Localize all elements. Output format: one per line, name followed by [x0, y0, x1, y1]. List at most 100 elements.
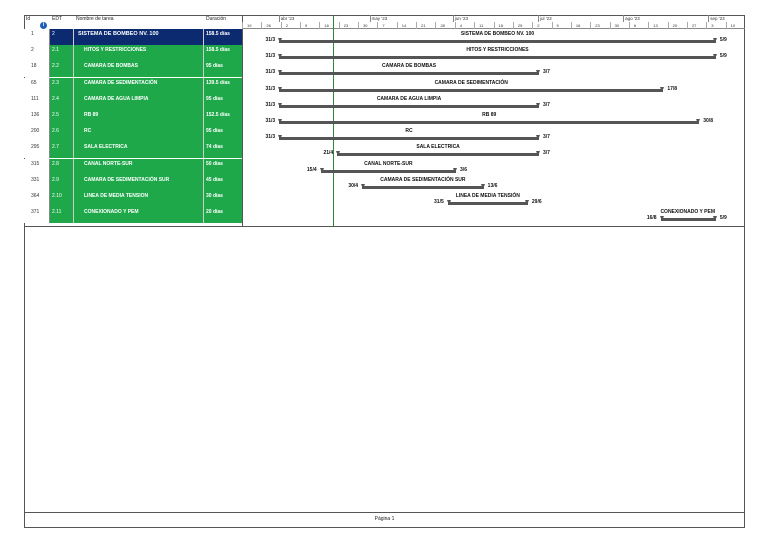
table-row[interactable]: 111 2.4 CAMARA DE AGUA LIMPIA 95 días [24, 93, 242, 110]
task-edt: 2.3 [50, 77, 74, 94]
day-tick [261, 22, 263, 29]
start-date-label: 31/3 [265, 85, 276, 92]
day-label: 23 [343, 23, 349, 28]
day-tick [532, 22, 534, 29]
month-tick [708, 15, 710, 22]
month-label: jul '23 [539, 16, 552, 21]
task-edt: 2.9 [50, 174, 74, 191]
table-row[interactable]: 331 2.9 CAMARA DE SEDIMENTACIÓN SUR 45 días [24, 174, 242, 191]
task-duration: 158.5 días [204, 29, 242, 45]
end-date-label: 13/6 [487, 182, 498, 189]
table-row[interactable]: 65 2.3 CAMARA DE SEDIMENTACIÓN 139.5 días [24, 77, 242, 94]
day-label: 3 [711, 23, 714, 28]
column-header-edt[interactable]: EDT [52, 16, 62, 22]
task-duration: 139.5 días [204, 77, 242, 94]
summary-bar[interactable] [278, 119, 701, 124]
start-date-label: 15/4 [306, 166, 317, 173]
table-row[interactable]: 364 2.10 LINEA DE MEDIA TENSION 30 días [24, 191, 242, 207]
day-label: 30 [614, 23, 620, 28]
table-row[interactable]: 315 2.8 CANAL NORTE-SUR 50 días [24, 158, 242, 175]
summary-bar[interactable] [278, 102, 540, 108]
month-label: abr '23 [280, 16, 295, 21]
gantt-chart: SISTEMA DE BOMBEO NV. 100 31/3 5/9 HITOS Y … [242, 15, 745, 226]
task-name: CAMARA DE BOMBAS [74, 61, 204, 78]
bar-label: RB 89 [482, 112, 497, 118]
table-divider [242, 15, 243, 226]
task-name: CONEXIONADO Y PEM [74, 207, 204, 224]
end-date-label: 17/8 [667, 85, 678, 92]
task-id: 371 [24, 207, 50, 224]
end-date-label: 5/9 [719, 215, 727, 222]
table-row[interactable]: 2 2.1 HITOS Y RESTRICCIONES 158.5 días [24, 45, 242, 62]
status-date-line [333, 15, 334, 226]
day-label: 27 [691, 23, 697, 28]
info-icon: i [40, 22, 47, 29]
task-duration: 152.5 días [204, 110, 242, 126]
table-row[interactable]: 295 2.7 SALA ELECTRICA 74 días [24, 142, 242, 159]
task-id: 200 [24, 126, 50, 143]
month-label: ago '23 [625, 16, 640, 21]
bar-label: SISTEMA DE BOMBEO NV. 100 [460, 31, 535, 37]
task-duration: 50 días [204, 158, 242, 175]
bar-label: LINEA DE MEDIA TENSIÓN [455, 193, 520, 199]
day-tick [396, 22, 398, 29]
day-tick [435, 22, 437, 29]
summary-bar[interactable] [278, 38, 717, 43]
day-label: 16 [575, 23, 581, 28]
day-tick [628, 22, 630, 29]
day-label: 21 [421, 23, 426, 28]
task-edt: 2.6 [50, 126, 74, 143]
start-date-label: 31/3 [265, 118, 276, 124]
task-name: LINEA DE MEDIA TENSION [74, 191, 204, 207]
summary-bar[interactable] [446, 200, 530, 205]
column-header-duration[interactable]: Duración [206, 16, 227, 22]
task-edt: 2.2 [50, 61, 74, 78]
summary-bar[interactable] [659, 216, 718, 222]
day-label: 11 [479, 23, 484, 28]
table-row[interactable]: 371 2.11 CONEXIONADO Y PEM 20 días [24, 207, 242, 224]
day-label: 18 [498, 23, 503, 28]
summary-bar[interactable] [319, 167, 458, 173]
day-label: 26 [266, 23, 271, 28]
bar-label: CAMARA DE BOMBAS [382, 63, 437, 70]
timescale: 19 26 2 9 16 23 30 7 14 21 28 4 11 18 25 2 9 16 23 30 6 13 20 2… [242, 15, 745, 29]
bar-label: CAMARA DE SEDIMENTACIÓN [434, 79, 508, 86]
column-header-id[interactable]: Id [26, 16, 31, 22]
month-label: may '23 [371, 16, 388, 21]
task-duration: 95 días [204, 93, 242, 110]
start-date-label: 31/3 [265, 37, 276, 43]
bar-label: CAMARA DE SEDIMENTACIÓN SUR [380, 176, 466, 183]
table-row[interactable]: 136 2.5 RB 89 152.5 días [24, 110, 242, 126]
task-id: 1 [24, 29, 50, 45]
table-row[interactable]: 18 2.2 CAMARA DE BOMBAS 95 días [24, 61, 242, 78]
task-id: 65 [24, 77, 50, 94]
day-label: 23 [595, 23, 600, 28]
table-row[interactable]: 200 2.6 RC 95 días [24, 126, 242, 143]
info-column-header[interactable]: i [38, 21, 48, 35]
end-date-label: 3/7 [542, 69, 550, 76]
table-row[interactable]: 1 2 SISTEMA DE BOMBEO NV. 100 158.5 días [24, 29, 242, 45]
day-label: 2 [285, 23, 288, 28]
day-label: 4 [459, 23, 463, 28]
day-tick [609, 22, 611, 29]
task-edt: 2.10 [50, 191, 74, 207]
task-duration: 95 días [204, 61, 242, 78]
task-name: SISTEMA DE BOMBEO NV. 100 [74, 29, 204, 45]
summary-bar[interactable] [278, 86, 665, 92]
task-duration: 95 días [204, 126, 242, 143]
month-tick [278, 15, 280, 22]
summary-bar[interactable] [278, 70, 540, 76]
summary-bar[interactable] [361, 183, 485, 189]
day-tick [512, 22, 514, 29]
day-tick [551, 22, 553, 29]
summary-bar[interactable] [278, 135, 540, 141]
task-edt: 2.7 [50, 142, 74, 159]
day-tick [493, 22, 495, 29]
day-label: 14 [401, 23, 407, 28]
end-date-label: 3/7 [542, 101, 550, 108]
summary-bar[interactable] [336, 151, 540, 157]
column-header-name[interactable]: Nombre de tarea [76, 16, 114, 22]
month-label: jun '23 [454, 16, 468, 21]
summary-bar[interactable] [278, 54, 717, 60]
task-edt: 2.11 [50, 207, 74, 224]
